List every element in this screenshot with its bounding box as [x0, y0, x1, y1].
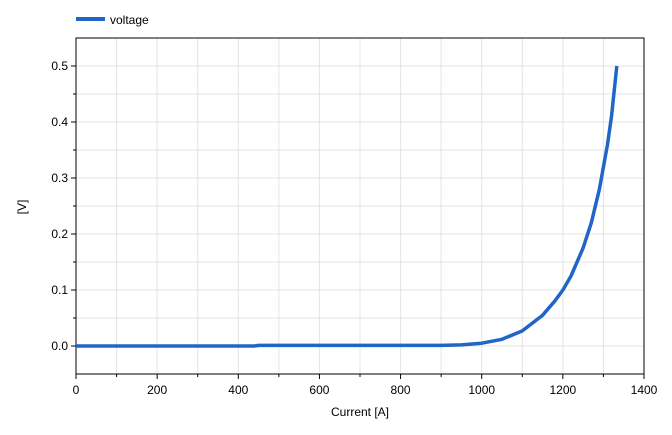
- grid-layer: [76, 38, 644, 374]
- legend: voltage: [76, 13, 149, 27]
- x-tick-label: 800: [391, 383, 411, 397]
- x-tick-label: 400: [228, 383, 248, 397]
- x-tick-label: 0: [73, 383, 80, 397]
- y-axis-title: [V]: [15, 200, 29, 215]
- legend-label-voltage: voltage: [110, 13, 149, 27]
- series-line-voltage: [76, 65, 619, 348]
- y-tick-label: 0.5: [51, 59, 68, 73]
- x-tick-label: 600: [309, 383, 329, 397]
- y-tick-label: 0.2: [51, 227, 68, 241]
- y-tick-label: 0.1: [51, 283, 68, 297]
- tick-layer: 0 200 400 600 800 1000 1200 1400 0.0 0.1 0.2 0.3 0.4…: [51, 59, 657, 397]
- y-tick-label: 0.4: [51, 115, 68, 129]
- x-tick-label: 200: [147, 383, 167, 397]
- x-tick-label: 1400: [631, 383, 658, 397]
- y-tick-label: 0.3: [51, 171, 68, 185]
- x-tick-label: 1200: [550, 383, 577, 397]
- series-layer: [76, 65, 619, 348]
- x-axis-title: Current [A]: [331, 405, 389, 419]
- y-tick-label: 0.0: [51, 339, 68, 353]
- x-tick-label: 1000: [468, 383, 495, 397]
